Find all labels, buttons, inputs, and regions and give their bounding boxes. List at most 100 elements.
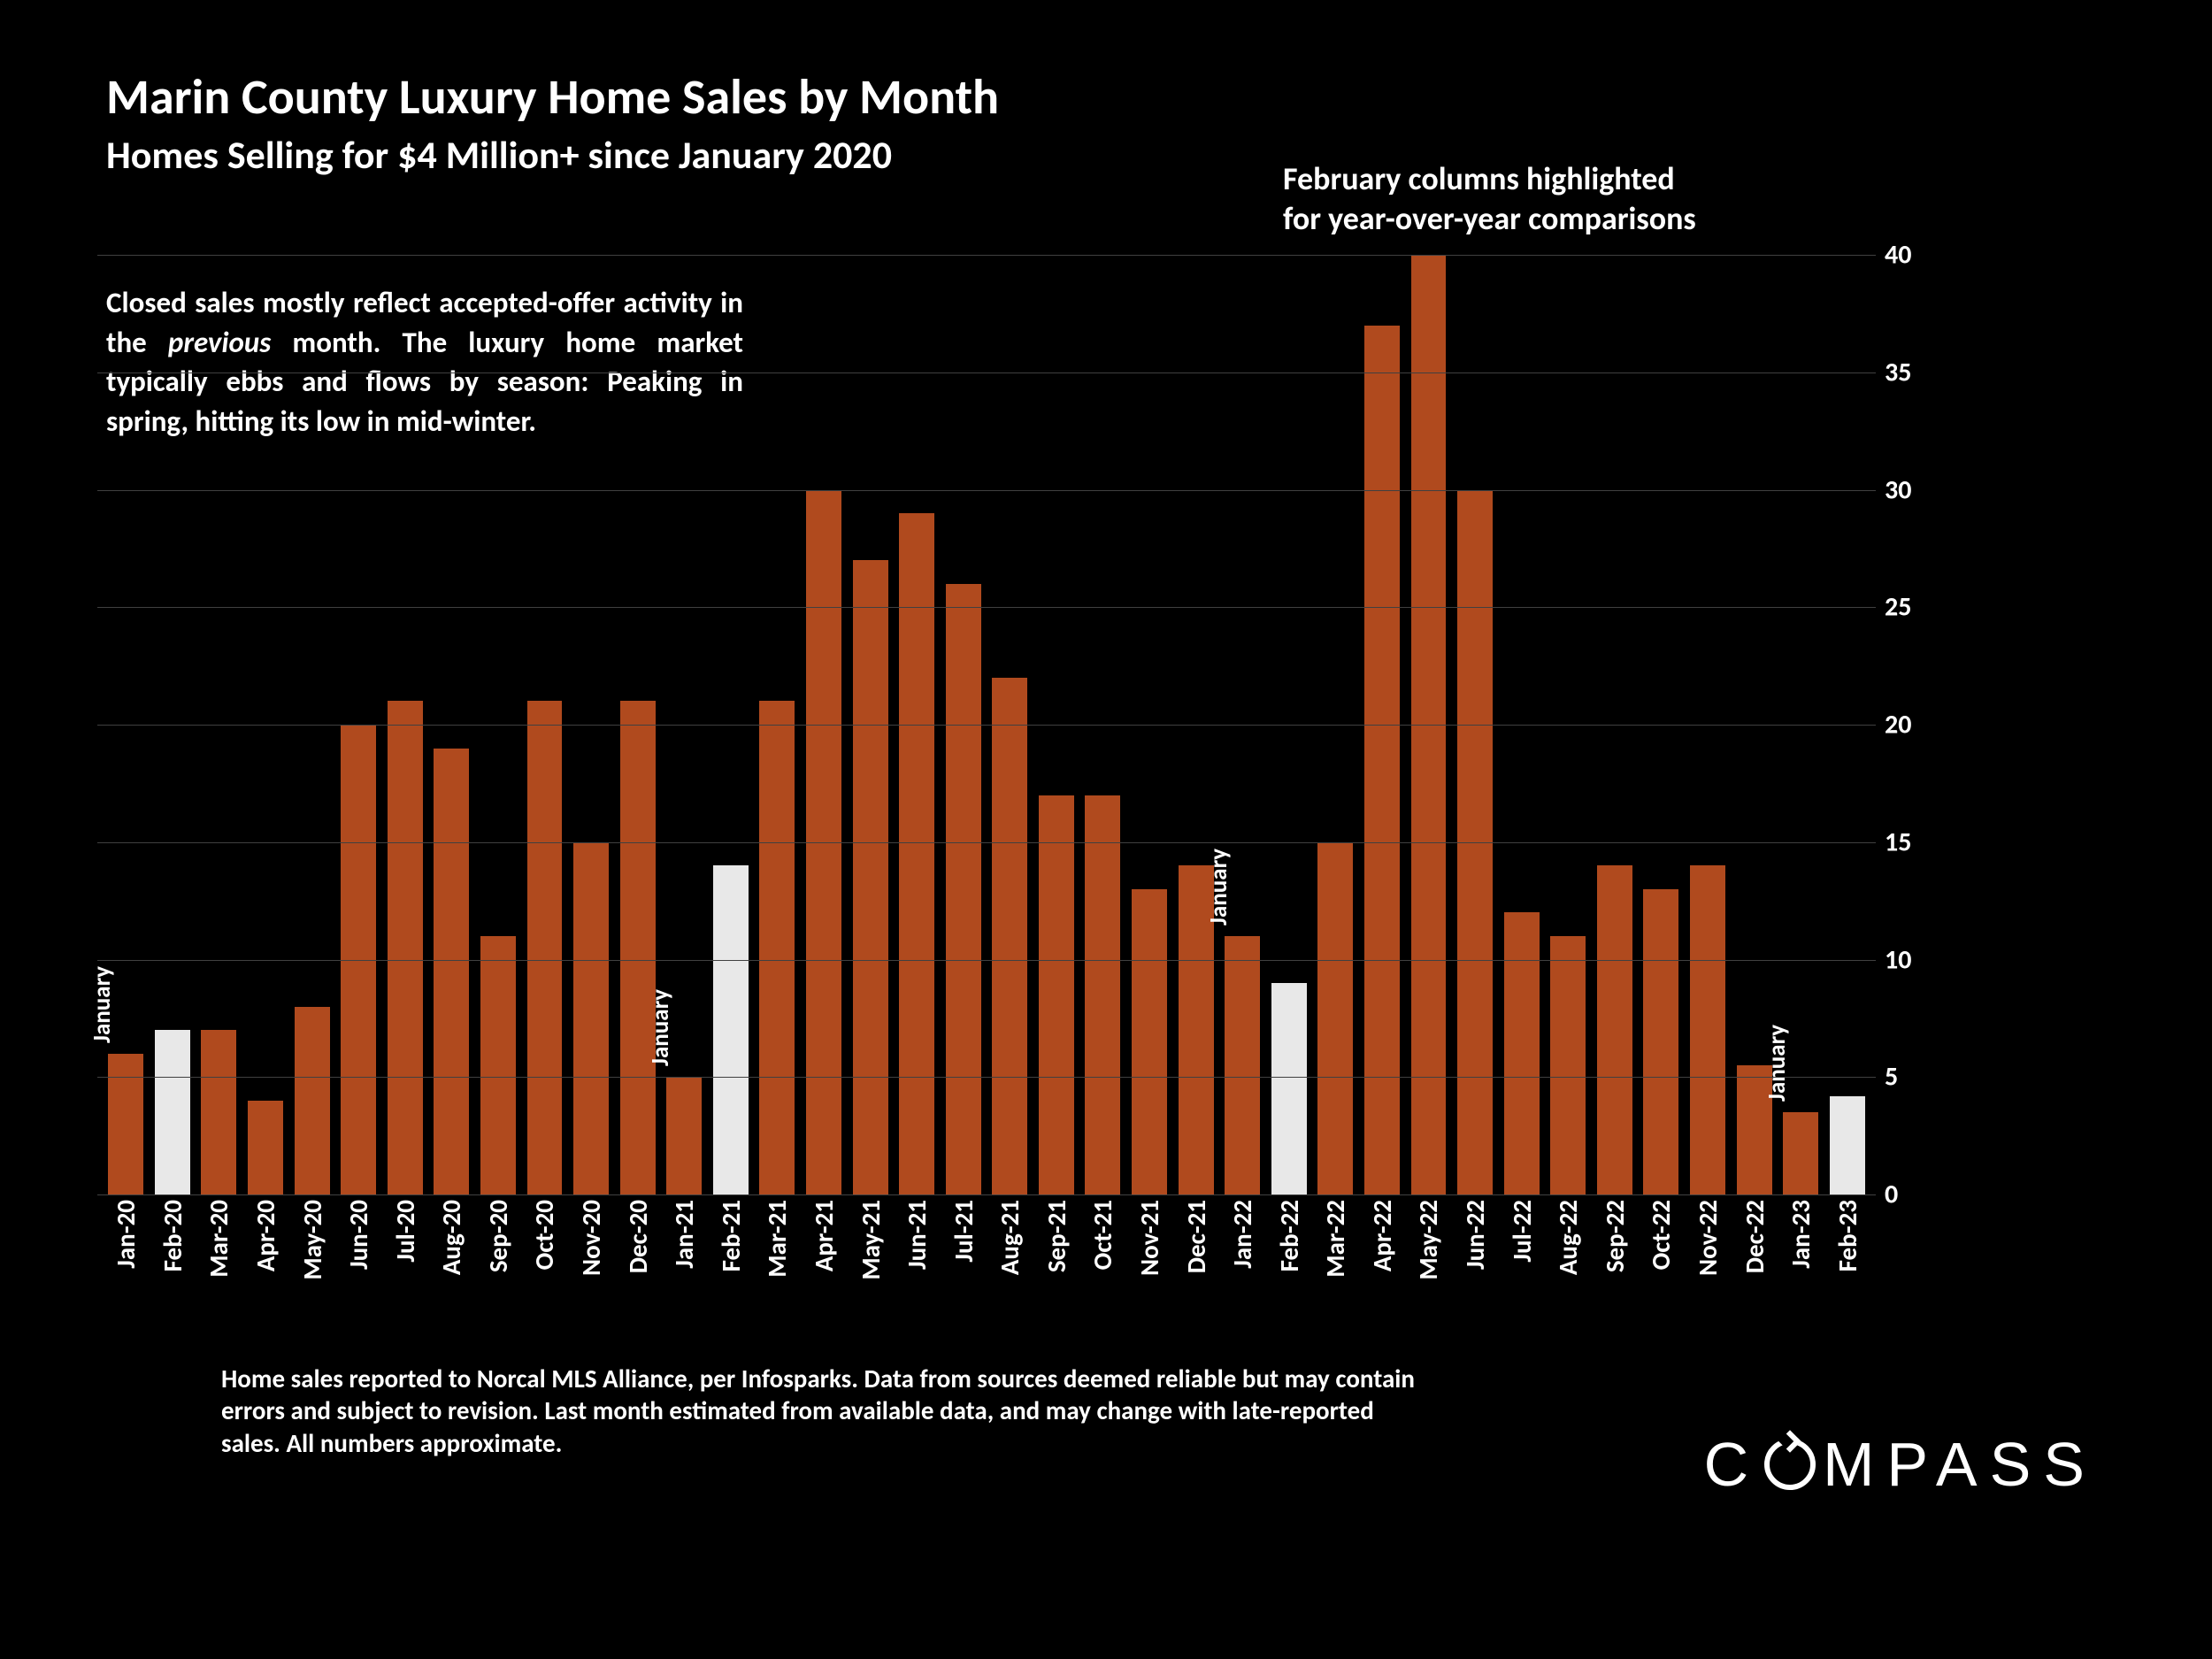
x-axis-label: Oct-22 [1645, 1200, 1677, 1270]
brand-letter: C [1704, 1429, 1762, 1500]
x-axis-label: Jan-22 [1226, 1200, 1258, 1269]
x-axis-label: Sep-21 [1041, 1200, 1072, 1272]
bar [759, 701, 795, 1194]
x-axis-label: Sep-20 [482, 1200, 514, 1272]
x-axis-label: Jul-20 [389, 1200, 421, 1263]
gridline [97, 1194, 1876, 1195]
x-label-slot: Jun-22 [1452, 1200, 1499, 1324]
x-label-slot: Jan-23 [1778, 1200, 1824, 1324]
highlight-note: February columns highlighted for year-ov… [1283, 159, 1696, 239]
brand-rest: MPASS [1823, 1429, 2097, 1500]
x-axis-label: Aug-20 [435, 1200, 467, 1275]
x-label-slot: Aug-20 [428, 1200, 475, 1324]
bar [1550, 936, 1586, 1194]
bar [992, 678, 1027, 1194]
gridline [97, 725, 1876, 726]
x-label-slot: Feb-21 [708, 1200, 755, 1324]
chart-subtitle: Homes Selling for $4 Million+ since Janu… [106, 131, 999, 179]
bar [1504, 912, 1540, 1194]
y-tick-label: 20 [1885, 709, 1929, 741]
x-axis-label: Feb-23 [1832, 1200, 1863, 1271]
x-axis-label: Jun-20 [342, 1200, 374, 1270]
compass-logo: C MPASS [1704, 1429, 2097, 1500]
x-axis-label: Mar-22 [1319, 1200, 1351, 1278]
x-axis-label: Nov-21 [1133, 1200, 1165, 1276]
title-block: Marin County Luxury Home Sales by Month … [106, 71, 999, 179]
bar [946, 584, 981, 1194]
x-label-slot: Jan-20 [103, 1200, 150, 1324]
bar [527, 701, 563, 1194]
bar [1597, 865, 1632, 1194]
chart-title: Marin County Luxury Home Sales by Month [106, 71, 999, 126]
x-axis-label: Jan-20 [110, 1200, 142, 1269]
x-axis-label: Dec-20 [622, 1200, 654, 1273]
bar [201, 1030, 236, 1194]
bar [620, 701, 656, 1194]
x-label-slot: Mar-20 [196, 1200, 242, 1324]
x-label-slot: Dec-21 [1172, 1200, 1219, 1324]
x-label-slot: Oct-20 [521, 1200, 568, 1324]
x-label-slot: Jan-21 [661, 1200, 708, 1324]
x-label-slot: Nov-22 [1685, 1200, 1732, 1324]
bar [155, 1030, 190, 1194]
bar [388, 701, 423, 1194]
x-label-slot: Apr-21 [801, 1200, 848, 1324]
x-axis-label: Jun-21 [901, 1200, 933, 1270]
x-axis-label: Apr-21 [808, 1200, 840, 1271]
x-label-slot: Aug-22 [1545, 1200, 1592, 1324]
x-label-slot: May-20 [288, 1200, 335, 1324]
x-axis-label: Nov-22 [1692, 1200, 1724, 1276]
x-label-slot: Jul-22 [1498, 1200, 1545, 1324]
gridline [97, 490, 1876, 491]
x-label-slot: Mar-21 [754, 1200, 801, 1324]
y-tick-label: 5 [1885, 1061, 1929, 1094]
x-axis-label: Jan-23 [1785, 1200, 1816, 1269]
x-label-slot: Jan-22 [1219, 1200, 1266, 1324]
x-axis-labels: Jan-20 Feb-20 Mar-20 Apr-20 May-20 Jun-20 Jul-… [97, 1200, 1876, 1324]
y-tick-label: 0 [1885, 1179, 1929, 1211]
bar [248, 1101, 283, 1194]
bar [1225, 936, 1260, 1194]
y-tick-label: 10 [1885, 943, 1929, 976]
x-axis-label: Aug-22 [1552, 1200, 1584, 1275]
gridline [97, 1077, 1876, 1078]
bar [1085, 795, 1120, 1194]
x-label-slot: May-22 [1405, 1200, 1452, 1324]
bar [1830, 1096, 1865, 1195]
x-label-slot: Oct-21 [1079, 1200, 1126, 1324]
x-axis-label: Mar-21 [761, 1200, 793, 1278]
gridline [97, 607, 1876, 608]
highlight-note-line2: for year-over-year comparisons [1283, 199, 1696, 239]
x-axis-label: Feb-20 [157, 1200, 188, 1271]
x-axis-label: Jan-21 [668, 1200, 700, 1269]
x-label-slot: Nov-21 [1126, 1200, 1173, 1324]
january-annotation: January [88, 966, 117, 1043]
bar [1039, 795, 1074, 1194]
x-label-slot: May-21 [847, 1200, 894, 1324]
x-axis-label: Oct-20 [528, 1200, 560, 1270]
x-label-slot: Sep-20 [475, 1200, 522, 1324]
x-label-slot: Sep-21 [1033, 1200, 1080, 1324]
bar [1271, 983, 1307, 1194]
x-axis-label: Apr-20 [250, 1200, 281, 1271]
x-axis-label: May-21 [855, 1200, 887, 1280]
x-axis-label: Sep-22 [1599, 1200, 1631, 1272]
y-tick-label: 35 [1885, 356, 1929, 388]
x-axis-label: Nov-20 [575, 1200, 607, 1276]
x-axis-label: May-20 [296, 1200, 328, 1280]
x-axis-label: Jul-22 [1506, 1200, 1538, 1263]
x-label-slot: Dec-22 [1731, 1200, 1778, 1324]
y-tick-label: 25 [1885, 591, 1929, 624]
bar [434, 749, 469, 1194]
bar [1690, 865, 1725, 1194]
x-axis-label: Mar-20 [203, 1200, 234, 1278]
january-annotation: January [1763, 1025, 1792, 1102]
january-annotation: January [646, 989, 675, 1066]
compass-o-icon [1764, 1439, 1816, 1490]
x-label-slot: Sep-22 [1592, 1200, 1639, 1324]
gridline [97, 960, 1876, 961]
gridline [97, 842, 1876, 843]
x-label-slot: Nov-20 [568, 1200, 615, 1324]
x-axis-label: Jun-22 [1459, 1200, 1491, 1270]
bar [1132, 889, 1167, 1194]
